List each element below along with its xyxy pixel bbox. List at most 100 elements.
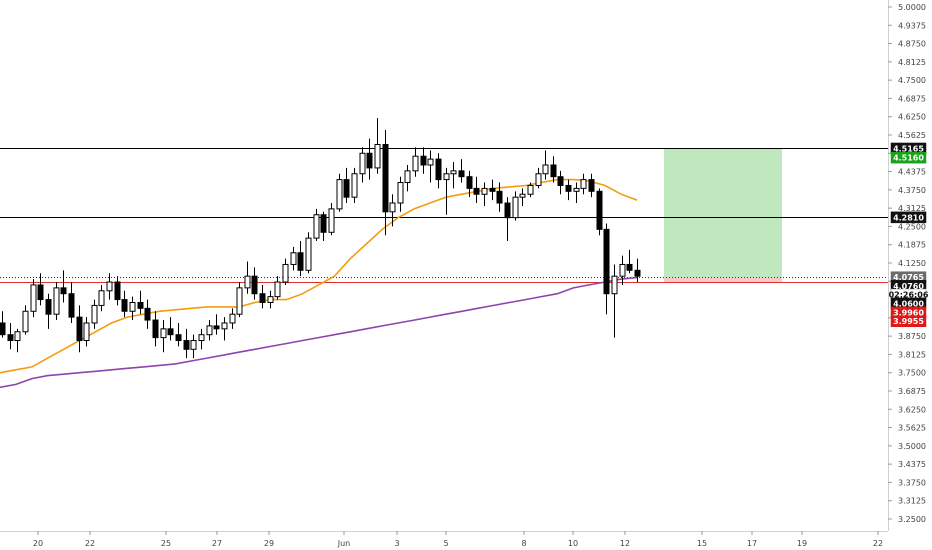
time-tick-label: 3 (394, 539, 399, 548)
candle-body-down (60, 287, 67, 295)
price-tag: 4.5160 (890, 151, 927, 164)
candle (274, 276, 281, 300)
price-tick-label: 3.3750 (898, 478, 926, 487)
candle-body-down (297, 252, 304, 271)
candle-body-down (320, 214, 327, 233)
candle-body-down (45, 299, 52, 315)
candle-body-down (603, 228, 610, 295)
candle-body-down (259, 293, 266, 303)
price-tick-label: 4.8125 (898, 58, 926, 67)
candle (634, 258, 641, 283)
candle-body-down (183, 340, 190, 350)
price-tick-label: 3.4375 (898, 460, 926, 469)
candle (527, 182, 534, 198)
price-tick-label: 3.5000 (898, 442, 926, 451)
time-tick-label: 29 (264, 539, 274, 548)
price-tick-label: 4.4375 (898, 168, 926, 177)
candle-body-up (14, 331, 21, 342)
price-tick-label: 3.6250 (898, 405, 926, 414)
candle (473, 176, 480, 204)
candle-body-up (542, 164, 549, 175)
candle-body-up (427, 158, 434, 166)
time-tick-label: 8 (521, 539, 526, 548)
price-tag-label: 4.0600 (893, 299, 924, 308)
candle (397, 176, 404, 212)
candle-body-up (160, 328, 167, 339)
candle-body-down (466, 176, 473, 189)
candle (557, 170, 564, 195)
candle-body-down (137, 301, 144, 309)
candle (7, 322, 14, 350)
candle-body-up (83, 322, 90, 342)
candle (91, 299, 98, 329)
candle-body-up (290, 252, 297, 265)
candle (114, 276, 121, 306)
candle (160, 320, 167, 353)
candle (343, 167, 350, 204)
price-tick-label: 4.9375 (898, 21, 926, 30)
candle (259, 284, 266, 309)
candle-body-down (557, 176, 564, 186)
candle (282, 258, 289, 285)
candle (167, 317, 174, 341)
candle (305, 232, 312, 274)
position-zones[interactable] (664, 148, 782, 283)
candle (328, 203, 335, 236)
candle-body-down (435, 158, 442, 181)
candle (359, 147, 366, 183)
candle-body-down (175, 334, 182, 342)
candle-body-down (37, 284, 44, 301)
candle-body-up (190, 340, 197, 350)
price-tick-label: 3.8750 (898, 332, 926, 341)
time-tick-label: 22 (85, 539, 95, 548)
candle (68, 282, 75, 323)
candle-body-down (7, 334, 14, 342)
candle-body-up (389, 202, 396, 213)
candle (489, 179, 496, 201)
candle (137, 290, 144, 315)
price-tick-label: 3.6875 (898, 387, 926, 396)
moving-average-1 (0, 276, 638, 389)
candle-body-up (274, 281, 281, 298)
candle-body-down (504, 202, 511, 219)
candle-body-up (53, 287, 60, 315)
candle (404, 164, 411, 192)
candle (435, 153, 442, 189)
price-tags: 4.51654.51604.28104.07654.076002:26:064.… (889, 142, 929, 327)
candle-body-down (489, 187, 496, 192)
candle-body-up (313, 214, 320, 239)
candle-body-up (305, 237, 312, 271)
time-tick-label: 19 (797, 539, 807, 548)
candle (221, 317, 228, 341)
price-tick-label: 4.1875 (898, 241, 926, 250)
candle (588, 173, 595, 198)
price-tag-label: 4.5165 (893, 144, 924, 153)
candle-body-up (481, 187, 488, 195)
candle (45, 293, 52, 329)
candle-body-up (129, 301, 136, 312)
price-tick-label: 4.8750 (898, 40, 926, 49)
loss-zone (664, 277, 782, 283)
candle-body-up (98, 290, 105, 306)
candle (22, 305, 29, 335)
candle (374, 118, 381, 174)
horizontal-lines[interactable] (0, 148, 888, 283)
candle (251, 267, 258, 300)
candle-body-up (397, 182, 404, 204)
price-tag-label: 4.5160 (893, 154, 924, 163)
price-tag-label: 3.9960 (893, 308, 924, 317)
candle-body-down (343, 179, 350, 198)
candle (14, 328, 21, 353)
time-axis[interactable]: 20 22 25 27 29 Jun 3 5 8 10 12 15 17 19 22 (33, 531, 883, 548)
candle (496, 182, 503, 212)
price-tick-label: 4.3750 (898, 186, 926, 195)
price-tag-bg (890, 315, 927, 327)
candle-body-up (91, 304, 98, 324)
time-tick-label: 10 (568, 539, 578, 548)
candle (198, 328, 205, 350)
candle-body-down (0, 322, 6, 336)
time-tick-label: 25 (161, 539, 171, 548)
candle (450, 162, 457, 189)
candle-body-down (144, 307, 151, 321)
